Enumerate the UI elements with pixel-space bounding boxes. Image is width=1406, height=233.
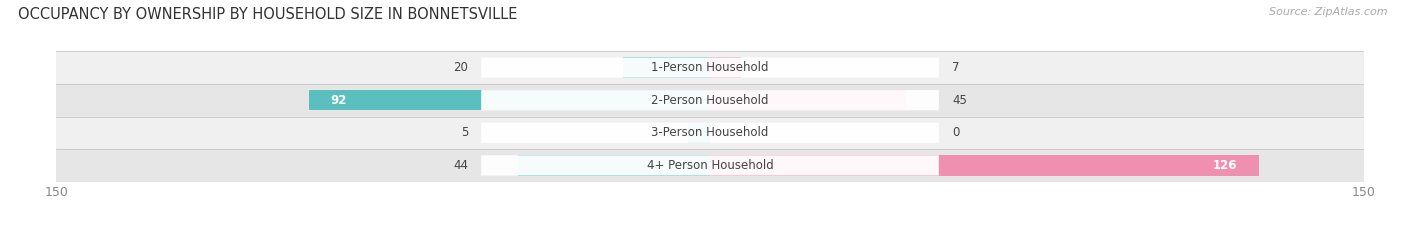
Text: 2-Person Household: 2-Person Household (651, 94, 769, 107)
Text: 3-Person Household: 3-Person Household (651, 126, 769, 139)
Bar (623, 58, 710, 78)
Text: 126: 126 (1213, 159, 1237, 172)
Bar (56, 51, 1364, 84)
Text: 0: 0 (952, 126, 959, 139)
Text: 44: 44 (453, 159, 468, 172)
FancyBboxPatch shape (481, 123, 939, 143)
FancyBboxPatch shape (481, 90, 939, 110)
Bar (56, 116, 1364, 149)
Bar (710, 58, 741, 78)
Bar (710, 90, 905, 110)
FancyBboxPatch shape (481, 58, 939, 78)
Text: 20: 20 (453, 61, 468, 74)
Bar (56, 149, 1364, 182)
Bar (309, 90, 710, 110)
Text: 7: 7 (952, 61, 959, 74)
Text: OCCUPANCY BY OWNERSHIP BY HOUSEHOLD SIZE IN BONNETSVILLE: OCCUPANCY BY OWNERSHIP BY HOUSEHOLD SIZE… (18, 7, 517, 22)
Text: Source: ZipAtlas.com: Source: ZipAtlas.com (1270, 7, 1388, 17)
Text: 4+ Person Household: 4+ Person Household (647, 159, 773, 172)
FancyBboxPatch shape (481, 155, 939, 175)
Bar (519, 155, 710, 175)
Bar (56, 84, 1364, 116)
Text: 92: 92 (330, 94, 347, 107)
Text: 5: 5 (461, 126, 468, 139)
Bar (710, 155, 1260, 175)
Bar (689, 123, 710, 143)
Text: 45: 45 (952, 94, 967, 107)
Text: 1-Person Household: 1-Person Household (651, 61, 769, 74)
